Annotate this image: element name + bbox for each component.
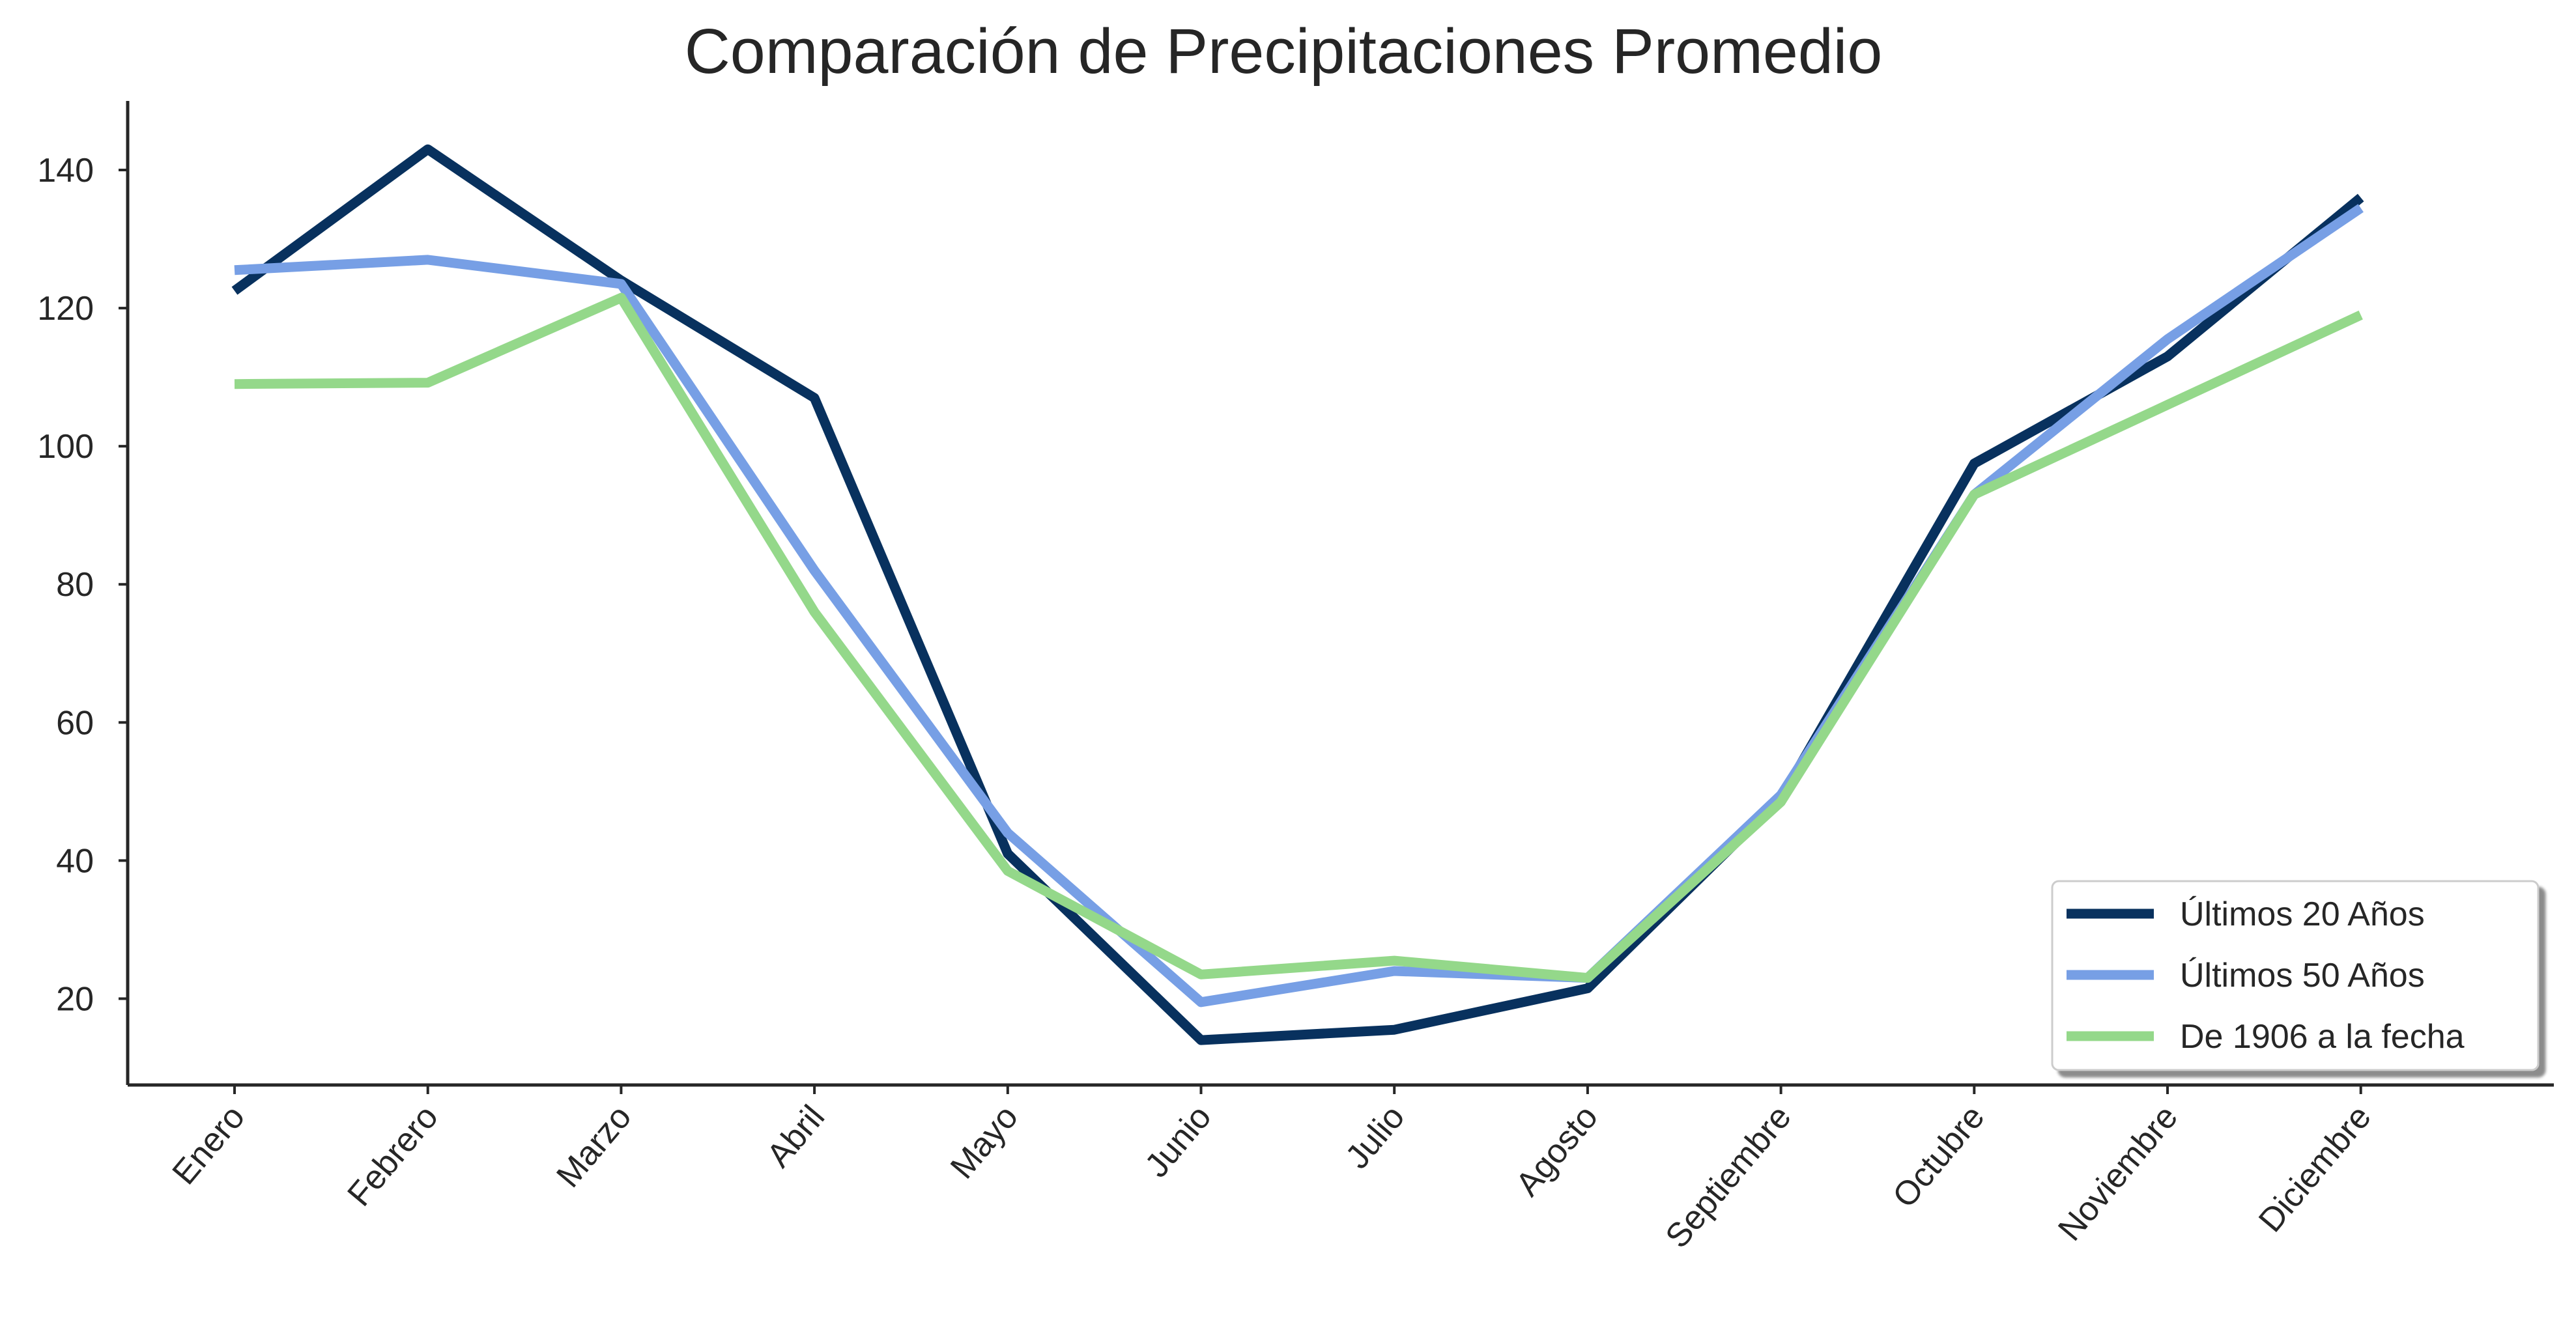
x-tick-label: Mayo bbox=[943, 1098, 1025, 1186]
y-axis-ticks: 20 40 60 80 100 120 140 bbox=[37, 152, 128, 1018]
x-tick-label: Marzo bbox=[549, 1098, 638, 1194]
x-tick-label: Octubre bbox=[1885, 1098, 1992, 1215]
legend-label-1: Últimos 20 Años bbox=[2180, 895, 2425, 933]
x-tick-label: Abril bbox=[760, 1098, 832, 1174]
x-tick-label: Diciembre bbox=[2252, 1098, 2379, 1239]
y-tick-label: 60 bbox=[56, 704, 94, 742]
series-line-3 bbox=[234, 292, 2363, 983]
x-tick-label: Agosto bbox=[1509, 1098, 1605, 1203]
legend-label-3: De 1906 a la fecha bbox=[2180, 1018, 2465, 1056]
x-tick-label: Julio bbox=[1338, 1098, 1412, 1176]
legend-box bbox=[2051, 880, 2540, 1071]
x-tick-label: Noviembre bbox=[2051, 1098, 2185, 1248]
y-tick-label: 40 bbox=[56, 842, 94, 880]
x-tick-label: Junio bbox=[1138, 1098, 1218, 1185]
x-tick-label: Septiembre bbox=[1658, 1098, 1798, 1255]
y-tick-label: 120 bbox=[37, 290, 94, 328]
y-tick-label: 80 bbox=[56, 566, 94, 604]
chart-title: Comparación de Precipitaciones Promedio bbox=[685, 16, 1883, 87]
series-line-2 bbox=[234, 204, 2364, 1007]
legend: Últimos 20 Años Últimos 50 Años De 1906 a … bbox=[2051, 880, 2540, 1071]
y-tick-label: 140 bbox=[37, 152, 94, 190]
legend-label-2: Últimos 50 Años bbox=[2180, 957, 2425, 994]
y-tick-label: 100 bbox=[37, 428, 94, 466]
x-axis-ticks: Enero Febrero Marzo Abril Mayo Junio Julio Agos… bbox=[165, 1085, 2379, 1255]
y-tick-label: 20 bbox=[56, 980, 94, 1018]
x-tick-label: Febrero bbox=[340, 1098, 445, 1213]
series-lines bbox=[231, 144, 2364, 1045]
x-tick-label: Enero bbox=[165, 1098, 253, 1192]
series-line-1 bbox=[231, 144, 2364, 1045]
